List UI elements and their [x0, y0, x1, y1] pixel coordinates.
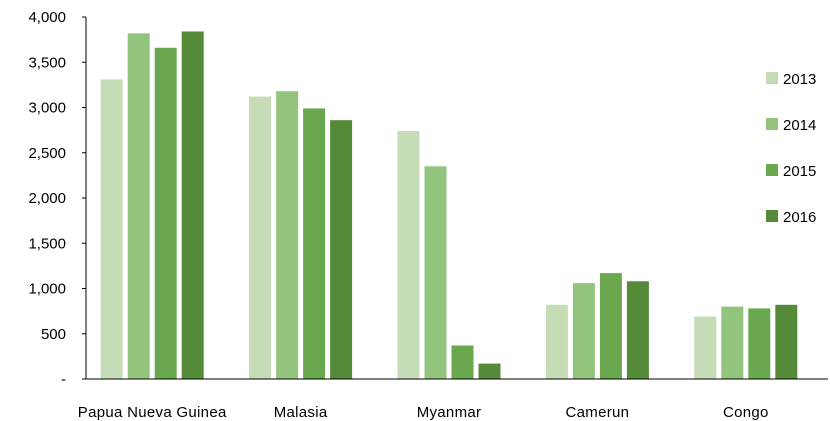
- y-tick-label: 2,500: [28, 145, 66, 162]
- legend-swatch: [766, 118, 778, 130]
- legend-label: 2013: [783, 71, 816, 88]
- y-tick-label: 4,000: [28, 9, 66, 26]
- y-axis: - 500 1,000 1,500 2,000 2,500 3,000 3,500 4,000: [28, 9, 87, 388]
- bar: [424, 166, 447, 379]
- bar: [694, 316, 717, 379]
- bar: [249, 96, 272, 379]
- legend-swatch: [766, 164, 778, 176]
- bar: [100, 79, 123, 379]
- bar: [397, 131, 420, 379]
- y-tick-label: 1,500: [28, 235, 66, 252]
- y-tick-label: 3,500: [28, 54, 66, 71]
- bar: [775, 304, 798, 379]
- x-category-label: Camerun: [566, 404, 630, 421]
- legend-label: 2015: [783, 163, 816, 180]
- legend-swatch: [766, 210, 778, 222]
- bar: [303, 108, 326, 379]
- bar: [721, 306, 744, 379]
- y-tick-label: 500: [41, 326, 66, 343]
- bar: [330, 120, 353, 380]
- bar: [154, 47, 177, 380]
- bar: [478, 363, 501, 379]
- bar: [626, 281, 649, 379]
- bar: [572, 283, 595, 379]
- y-tick-label: 2,000: [28, 190, 66, 207]
- legend-label: 2014: [783, 117, 816, 134]
- x-category-label: Papua Nueva Guinea: [78, 404, 227, 421]
- y-tick-label: -: [61, 371, 66, 388]
- x-category-label: Malasia: [274, 404, 328, 421]
- bar: [127, 33, 150, 379]
- y-tick-label: 3,000: [28, 100, 66, 117]
- legend: 2013 2014 2015 2016: [766, 71, 816, 226]
- x-axis: Papua Nueva Guinea Malasia Myanmar Camerun C…: [78, 378, 828, 421]
- x-category-label: Congo: [723, 404, 769, 421]
- y-tick-label: 1,000: [28, 281, 66, 298]
- bars: [100, 31, 798, 380]
- bar: [451, 345, 474, 379]
- bar: [181, 31, 204, 379]
- bar: [599, 273, 622, 379]
- bar: [748, 308, 771, 379]
- bar: [276, 91, 299, 380]
- x-category-label: Myanmar: [417, 404, 482, 421]
- legend-label: 2016: [783, 209, 816, 226]
- legend-swatch: [766, 72, 778, 84]
- bar: [545, 304, 568, 379]
